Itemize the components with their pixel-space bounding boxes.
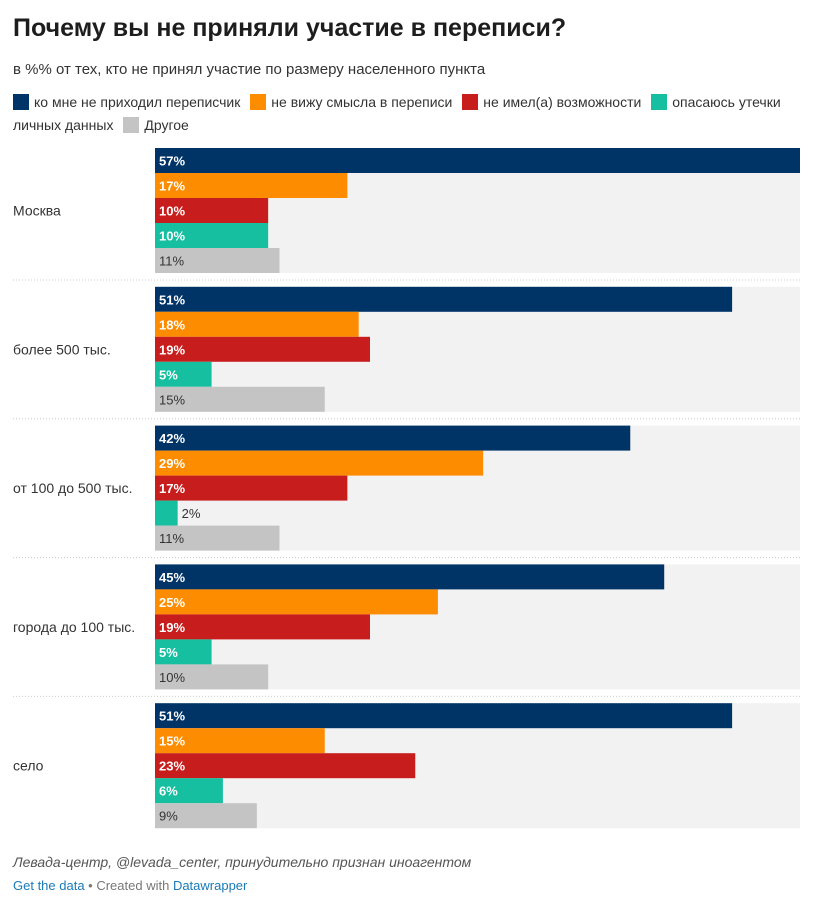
data-label: 15% bbox=[159, 392, 185, 407]
legend-label: Другое bbox=[144, 117, 189, 133]
bar bbox=[155, 753, 416, 779]
bar bbox=[155, 248, 280, 273]
datawrapper-link[interactable]: Datawrapper bbox=[172, 878, 248, 893]
source-note: Левада-центр, @levada_center, принудител… bbox=[13, 854, 472, 870]
data-label: 19% bbox=[159, 342, 185, 357]
bar bbox=[155, 425, 631, 451]
data-label: 11% bbox=[159, 531, 184, 546]
footer-separator: • bbox=[84, 878, 97, 893]
legend-item: Другое bbox=[123, 117, 189, 133]
legend-item: не вижу смысла в переписи bbox=[250, 94, 452, 110]
bar bbox=[155, 173, 348, 198]
legend-swatch bbox=[13, 94, 29, 110]
data-label: 17% bbox=[159, 179, 185, 194]
legend-swatch bbox=[123, 117, 140, 133]
get-data-link[interactable]: Get the data bbox=[13, 878, 85, 893]
data-label: 10% bbox=[159, 229, 185, 244]
legend-swatch bbox=[462, 94, 479, 110]
bar bbox=[155, 564, 665, 590]
legend-item: опасаюсь утечки личных данных bbox=[13, 94, 781, 133]
bar bbox=[155, 286, 733, 312]
bar bbox=[155, 450, 484, 476]
bar bbox=[155, 336, 370, 362]
bar bbox=[155, 361, 212, 387]
legend-item: ко мне не приходил переписчик bbox=[13, 94, 240, 110]
data-label: 25% bbox=[159, 595, 185, 610]
legend-label: опасаюсь утечки личных данных bbox=[13, 94, 781, 133]
bar bbox=[155, 525, 280, 551]
bar bbox=[155, 703, 733, 729]
legend-swatch bbox=[250, 94, 267, 110]
bar bbox=[155, 198, 269, 223]
data-label: 15% bbox=[159, 734, 185, 749]
data-label: 51% bbox=[159, 292, 185, 307]
created-with-text: Created with bbox=[96, 878, 173, 893]
legend-label: не имел(а) возможности bbox=[483, 94, 642, 110]
legend-label: ко мне не приходил переписчик bbox=[34, 94, 241, 110]
footer-links: Get the data • Created with Datawrapper bbox=[13, 878, 247, 893]
bar bbox=[155, 589, 438, 615]
data-label: 23% bbox=[159, 759, 185, 774]
data-label: 51% bbox=[159, 709, 185, 724]
category-label: от 100 до 500 тыс. bbox=[13, 480, 133, 496]
data-label: 9% bbox=[159, 809, 178, 824]
bar bbox=[155, 311, 359, 337]
data-label: 42% bbox=[159, 431, 185, 446]
data-label: 6% bbox=[159, 784, 178, 799]
legend-item: не имел(а) возможности bbox=[462, 94, 641, 110]
data-label: 11% bbox=[159, 254, 184, 269]
bar bbox=[155, 614, 370, 640]
data-label: 29% bbox=[159, 456, 185, 471]
data-label: 17% bbox=[159, 481, 185, 496]
legend-label: не вижу смысла в переписи bbox=[271, 94, 453, 110]
data-label: 5% bbox=[159, 645, 178, 660]
category-label: Москва bbox=[13, 203, 61, 219]
bar bbox=[155, 728, 325, 754]
bar bbox=[155, 500, 178, 526]
bar bbox=[155, 639, 212, 665]
bar bbox=[155, 803, 257, 829]
category-label: города до 100 тыс. bbox=[13, 619, 135, 635]
data-label: 19% bbox=[159, 620, 185, 635]
data-label: 57% bbox=[159, 154, 185, 169]
data-label: 10% bbox=[159, 670, 185, 685]
bar bbox=[155, 778, 223, 804]
chart-title: Почему вы не приняли участие в переписи? bbox=[13, 14, 567, 42]
data-label: 5% bbox=[159, 367, 178, 382]
data-label: 10% bbox=[159, 204, 185, 219]
legend-swatch bbox=[651, 94, 668, 110]
legend: ко мне не приходил переписчик не вижу см… bbox=[13, 91, 803, 137]
category-label: более 500 тыс. bbox=[13, 341, 111, 357]
data-label: 18% bbox=[159, 317, 185, 332]
bar bbox=[155, 223, 269, 248]
chart-subtitle: в %% от тех, кто не принял участие по ра… bbox=[13, 61, 486, 78]
category-label: село bbox=[13, 758, 44, 774]
bar bbox=[155, 475, 348, 501]
data-label: 45% bbox=[159, 570, 185, 585]
bar bbox=[155, 148, 800, 173]
bar bbox=[155, 386, 325, 412]
bar bbox=[155, 664, 269, 690]
data-label: 2% bbox=[182, 506, 201, 521]
